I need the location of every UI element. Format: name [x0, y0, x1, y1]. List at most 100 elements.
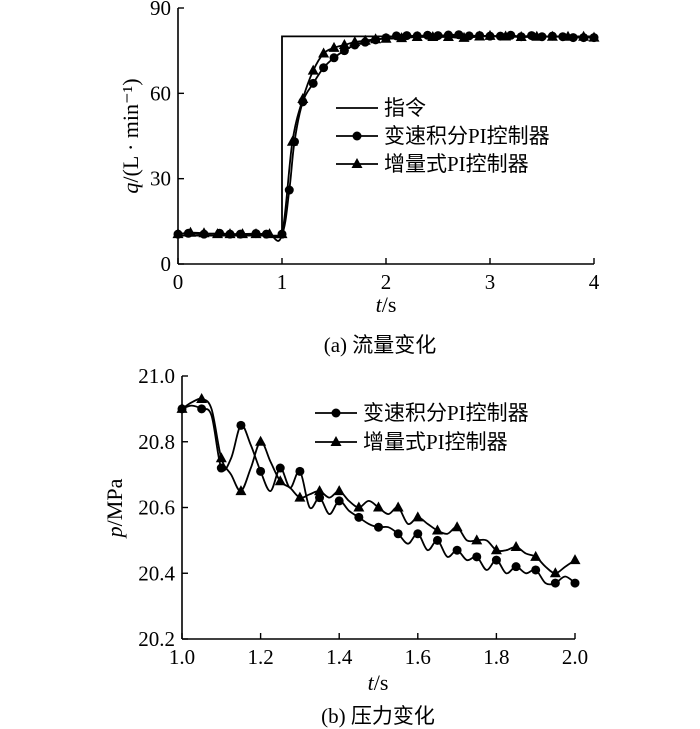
data-point-circle — [452, 545, 462, 555]
data-point-triangle — [500, 30, 512, 41]
data-point-triangle — [349, 36, 361, 47]
data-point-circle — [570, 578, 580, 588]
x-tick-label: 2.0 — [562, 645, 588, 669]
data-point-triangle — [196, 393, 208, 404]
x-tick-label: 1.0 — [169, 645, 195, 669]
data-point-triangle — [328, 41, 340, 52]
data-point-circle — [511, 562, 521, 572]
y-tick-label: 0 — [161, 252, 172, 276]
data-point-circle — [315, 493, 325, 503]
data-point-triangle — [569, 554, 581, 565]
legend-marker-triangle — [330, 436, 342, 446]
pressure-chart-legend: 变速积分PI控制器 增量式PI控制器 — [315, 401, 529, 454]
data-point-triangle — [314, 485, 326, 496]
data-point-triangle — [373, 501, 384, 512]
data-point-triangle — [411, 31, 423, 42]
flow-chart-x-label: t/s — [376, 292, 397, 317]
y-tick-label: 20.2 — [138, 627, 175, 651]
data-point-circle — [256, 466, 266, 476]
legend-marker-triangle — [351, 158, 363, 168]
y-tick-label: 20.4 — [138, 561, 175, 585]
data-point-circle — [472, 552, 482, 562]
data-point-triangle — [353, 501, 365, 512]
pressure-chart: 1.0 1.2 1.4 1.6 1.8 2.0 20.2 20.4 20.6 20.8 21.0 p… — [102, 364, 588, 728]
data-point-triangle — [427, 31, 439, 42]
data-point-triangle — [172, 228, 184, 239]
x-tick-label: 1.4 — [326, 645, 353, 669]
series-triangle — [176, 393, 581, 578]
data-point-triangle — [338, 38, 350, 49]
y-tick-label: 21.0 — [138, 364, 175, 388]
pressure-chart-x-label-var: t — [368, 670, 375, 695]
data-point-circle — [531, 565, 541, 575]
data-point-circle — [334, 496, 344, 506]
legend-marker-circle — [331, 408, 341, 418]
data-point-triangle — [412, 511, 424, 522]
x-tick-label: 0 — [173, 270, 184, 294]
pressure-chart-y-label: p/MPa — [102, 478, 127, 539]
y-tick-label: 20.8 — [138, 430, 175, 454]
data-point-triangle — [370, 33, 382, 44]
data-point-triangle — [224, 228, 236, 239]
x-tick-label: 1.8 — [483, 645, 509, 669]
data-point-triangle — [359, 34, 371, 45]
data-point-triangle — [198, 227, 210, 238]
data-point-triangle — [392, 501, 404, 512]
flow-chart-legend: 指令 变速积分PI控制器 增量式PI控制器 — [336, 96, 550, 176]
data-point-triangle — [250, 228, 262, 239]
data-point-triangle — [235, 485, 247, 496]
flow-chart-x-label-unit: /s — [382, 292, 397, 317]
data-point-triangle — [515, 31, 527, 42]
data-point-triangle — [531, 30, 543, 41]
data-point-triangle — [562, 30, 574, 41]
data-point-triangle — [451, 521, 463, 532]
data-point-triangle — [294, 491, 306, 502]
flow-chart-x-label-var: t — [376, 292, 383, 317]
data-point-triangle — [264, 228, 276, 239]
series-circle — [177, 404, 580, 588]
legend-label-variable-speed-pi: 变速积分PI控制器 — [363, 401, 529, 425]
data-point-circle — [329, 53, 339, 63]
data-point-circle — [354, 512, 364, 522]
data-point-triangle — [274, 475, 286, 486]
data-point-triangle — [549, 567, 561, 578]
data-point-triangle — [212, 228, 224, 239]
y-tick-label: 20.6 — [138, 496, 175, 520]
data-point-triangle — [588, 31, 600, 42]
data-point-circle — [275, 463, 285, 473]
data-point-triangle — [546, 30, 558, 41]
data-point-circle — [374, 522, 383, 532]
data-point-triangle — [510, 540, 522, 551]
pressure-chart-x-label-unit: /s — [374, 670, 389, 695]
legend-label-variable-speed-pi: 变速积分PI控制器 — [384, 124, 550, 148]
data-point-triangle — [396, 32, 408, 43]
pressure-chart-y-label-var: p — [102, 526, 127, 539]
data-point-circle — [308, 78, 318, 88]
data-point-triangle — [236, 228, 248, 239]
x-tick-label: 3 — [485, 270, 496, 294]
data-point-triangle — [176, 402, 188, 413]
x-tick-label: 1.6 — [405, 645, 431, 669]
pressure-chart-y-label-unit: /MPa — [102, 478, 127, 526]
y-tick-label: 30 — [150, 167, 171, 191]
flow-chart-y-label-unit: /(L · min⁻¹) — [118, 78, 143, 182]
data-point-triangle — [380, 32, 392, 43]
x-tick-label: 2 — [381, 270, 392, 294]
pressure-chart-caption: (b) 压力变化 — [321, 704, 435, 728]
data-point-triangle — [307, 64, 319, 75]
flow-chart-y-label: q/(L · min⁻¹) — [118, 78, 143, 193]
pressure-chart-series — [176, 393, 581, 588]
data-point-circle — [197, 404, 207, 414]
data-point-triangle — [490, 544, 502, 555]
y-tick-label: 90 — [150, 0, 171, 20]
flow-chart-series — [172, 29, 600, 242]
data-point-triangle — [286, 135, 298, 146]
series-triangle — [172, 29, 600, 242]
data-point-triangle — [333, 485, 345, 496]
data-point-circle — [284, 185, 294, 195]
data-point-triangle — [578, 30, 590, 41]
flow-chart: 0 1 2 3 4 0 30 60 90 q/(L · min⁻¹) t/s 指令 变速积分PI… — [118, 0, 600, 357]
flow-chart-ticks: 0 1 2 3 4 0 30 60 90 — [150, 0, 600, 294]
data-point-triangle — [297, 93, 309, 104]
